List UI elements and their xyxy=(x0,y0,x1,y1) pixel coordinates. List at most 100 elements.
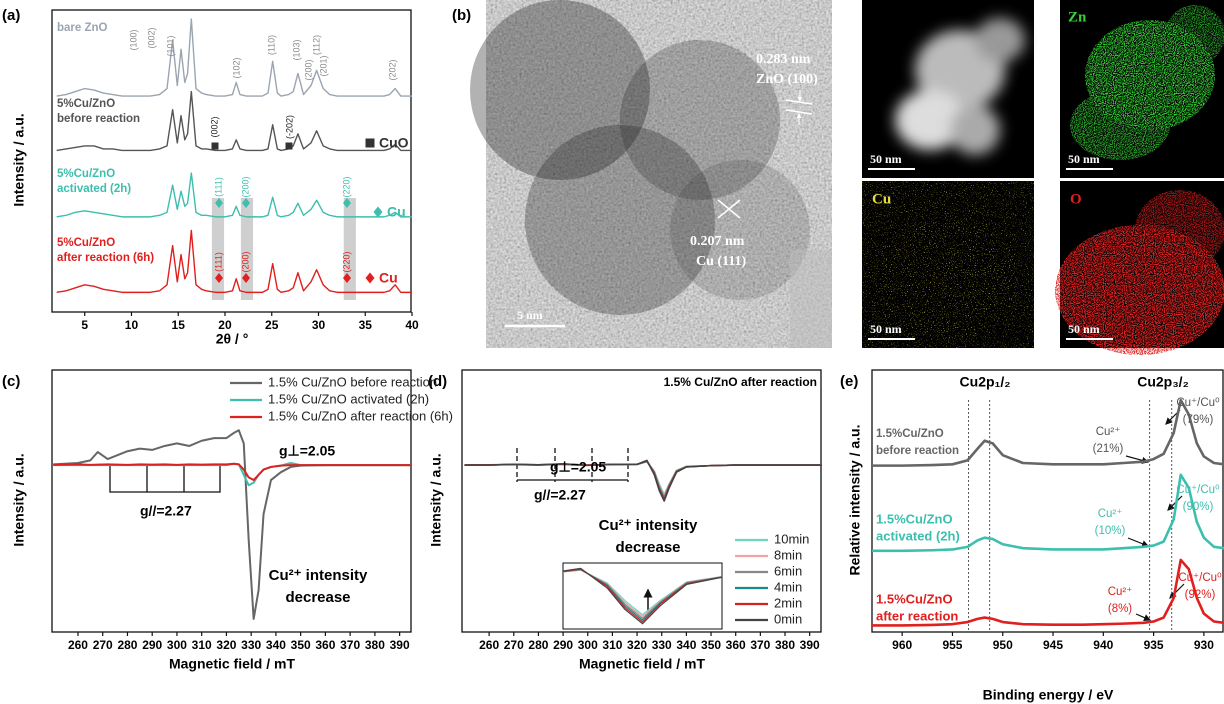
reflection-label: (200) xyxy=(240,176,250,197)
x-tick-label: 310 xyxy=(602,638,622,652)
x-axis-label: Binding energy / eV xyxy=(983,687,1114,703)
data-line xyxy=(464,460,822,497)
legend-label: 10min xyxy=(774,531,809,546)
highlight-band xyxy=(343,198,356,300)
component-label: Cu²⁺ xyxy=(1096,426,1121,438)
data-line xyxy=(56,172,412,218)
inset-line xyxy=(563,567,722,625)
x-tick-label: 270 xyxy=(93,638,113,652)
x-tick-label: 960 xyxy=(892,638,912,652)
phase-marker xyxy=(343,273,351,283)
series-label: 1.5%Cu/ZnO xyxy=(876,428,944,440)
x-tick-label: 5 xyxy=(81,318,88,332)
component-label: Cu²⁺ xyxy=(1108,586,1133,598)
x-tick-label: 945 xyxy=(1043,638,1063,652)
o-signal xyxy=(1055,190,1224,355)
g-bracket xyxy=(109,466,221,493)
reflection-label: (111) xyxy=(213,252,223,272)
tem-image: 5 nm 0.283 nm ZnO (100) 0.207 nm Cu (111… xyxy=(470,0,832,348)
x-tick-label: 20 xyxy=(218,318,232,332)
reflection-label: (111) xyxy=(213,177,223,197)
y-axis-label: Intensity / a.u. xyxy=(11,113,27,206)
lattice-spacing: 0.283 nm xyxy=(756,52,811,67)
arrow xyxy=(1135,613,1152,621)
panel-label: (b) xyxy=(452,7,471,24)
reflection-label: (220) xyxy=(341,176,351,197)
component-label: Cu⁺/Cu⁰ xyxy=(1176,484,1220,496)
o-map: O 50 nm xyxy=(1055,181,1224,355)
fringe xyxy=(785,99,813,105)
y-axis-label: Intensity / a.u. xyxy=(11,453,27,546)
inset-line xyxy=(563,569,722,618)
blob xyxy=(975,18,1025,62)
x-tick-label: 260 xyxy=(68,638,88,652)
series-label: 1.5%Cu/ZnO xyxy=(876,511,953,526)
series-label: before reaction xyxy=(57,113,140,125)
x-axis-label: 2θ / ° xyxy=(216,331,249,347)
component-label: (90%) xyxy=(1183,501,1214,513)
component-label: Cu⁺/Cu⁰ xyxy=(1178,572,1222,584)
highlight-band xyxy=(211,198,225,300)
phase-marker xyxy=(373,206,383,218)
data-line xyxy=(53,462,412,487)
series-label: before reaction xyxy=(876,445,959,457)
inset-line xyxy=(563,568,722,623)
phase-marker xyxy=(215,273,223,283)
scale-label: 50 nm xyxy=(870,152,902,166)
peak-label: Cu2p₁/₂ xyxy=(960,374,1011,390)
reflection-label: (103) xyxy=(291,39,301,60)
annotation: Cu²⁺ intensity xyxy=(269,567,368,584)
x-tick-label: 340 xyxy=(266,638,286,652)
zn-map: Zn 50 nm xyxy=(1060,0,1224,178)
component-label: Cu⁺/Cu⁰ xyxy=(1176,397,1220,409)
x-tick-label: 280 xyxy=(117,638,137,652)
chart-title: 1.5% Cu/ZnO after reaction xyxy=(664,375,817,389)
x-tick-label: 380 xyxy=(775,638,795,652)
reflection-label: (100) xyxy=(128,29,138,50)
background xyxy=(790,250,832,348)
series-label: bare ZnO xyxy=(57,22,108,34)
series-label: 5%Cu/ZnO xyxy=(57,237,115,249)
panel-label: (d) xyxy=(428,373,447,390)
reflection-label: (102) xyxy=(231,57,241,78)
series-label: after reaction xyxy=(876,608,958,623)
data-line xyxy=(53,429,412,620)
x-tick-label: 330 xyxy=(241,638,261,652)
component-label: (92%) xyxy=(1185,589,1216,601)
reflection-label: (202) xyxy=(387,59,397,80)
y-axis-label: Intensity / a.u. xyxy=(428,453,444,546)
phase-legend: Cu xyxy=(387,204,406,220)
phase-marker xyxy=(343,198,351,208)
x-tick-label: 370 xyxy=(340,638,360,652)
cu-signal xyxy=(862,181,1034,348)
legend-label: 2min xyxy=(774,595,802,610)
x-tick-label: 300 xyxy=(167,638,187,652)
data-line xyxy=(56,18,412,97)
element-label: O xyxy=(1070,191,1082,207)
reflection-label: (220) xyxy=(341,251,351,272)
x-tick-label: 25 xyxy=(265,318,279,332)
element-label: Zn xyxy=(1068,9,1087,25)
haadf-particles xyxy=(895,18,1025,155)
annotation: g⊥=2.05 xyxy=(279,443,335,459)
x-tick-label: 35 xyxy=(359,318,373,332)
legend-label: 1.5% Cu/ZnO activated (2h) xyxy=(268,391,429,406)
legend-label: 1.5% Cu/ZnO before reaction xyxy=(268,374,437,389)
x-tick-label: 270 xyxy=(504,638,524,652)
series-label: activated (2h) xyxy=(876,528,960,543)
component-label: Cu²⁺ xyxy=(1098,508,1123,520)
legend-label: 0min xyxy=(774,611,802,626)
tem-texture xyxy=(486,0,832,348)
annotation: decrease xyxy=(285,589,350,606)
particle xyxy=(470,0,650,180)
legend-label: 8min xyxy=(774,547,802,562)
legend-label: 4min xyxy=(774,579,802,594)
data-line xyxy=(464,460,822,496)
x-tick-label: 930 xyxy=(1194,638,1214,652)
phase-marker xyxy=(215,198,223,208)
data-line xyxy=(56,229,412,294)
lattice-plane: Cu (111) xyxy=(696,254,747,269)
phase-marker xyxy=(242,273,250,283)
bracket xyxy=(109,466,221,493)
scale-label: 5 nm xyxy=(517,308,543,322)
